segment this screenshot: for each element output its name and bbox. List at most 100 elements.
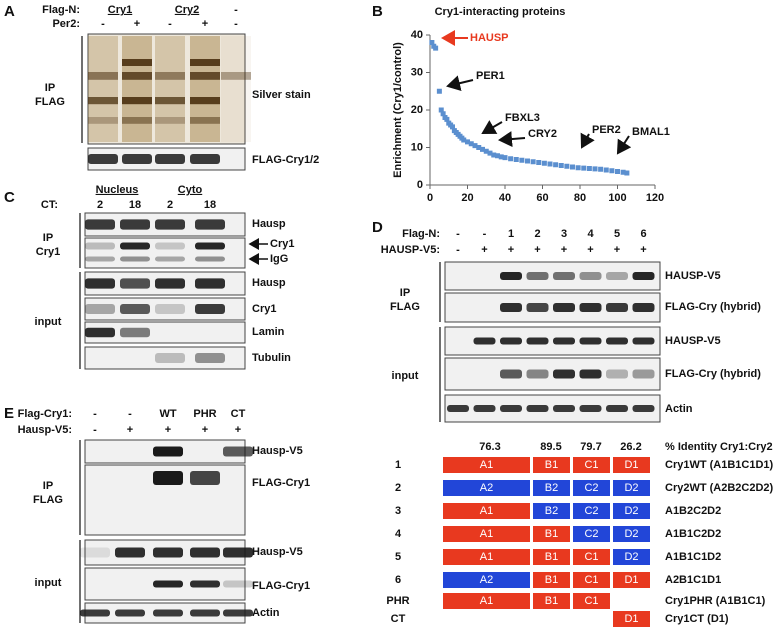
label: Cry2 <box>175 4 199 16</box>
point <box>444 116 450 122</box>
point <box>502 155 508 161</box>
domain-label: D1 <box>624 574 638 586</box>
band <box>155 256 185 262</box>
domain-block <box>533 503 570 519</box>
lane <box>190 36 220 142</box>
annotation-arrow <box>616 135 632 155</box>
label: - <box>93 424 97 436</box>
label: Cry1PHR (A1B1C1) <box>665 595 766 607</box>
domain-block <box>613 572 650 588</box>
band <box>190 117 220 124</box>
band <box>195 219 225 230</box>
band <box>88 72 118 80</box>
label: 18 <box>204 199 216 211</box>
band <box>606 272 628 280</box>
panel-letter: C <box>4 189 15 206</box>
band <box>155 242 185 250</box>
domain-label: B1 <box>545 595 558 607</box>
band <box>153 446 183 457</box>
band <box>153 609 183 617</box>
point <box>525 158 530 164</box>
blot <box>84 297 246 321</box>
domain-label: D1 <box>624 613 638 625</box>
domain-block <box>533 549 570 565</box>
band <box>553 405 575 412</box>
label: Hausp-V5 <box>252 546 303 558</box>
label: input <box>35 577 62 589</box>
label: 4 <box>587 228 594 240</box>
domain-block <box>533 526 570 542</box>
point <box>609 168 615 174</box>
label: HAUSP-V5: <box>381 244 440 256</box>
label: input <box>35 316 62 328</box>
panel-letter: D <box>372 219 383 236</box>
band <box>579 303 602 312</box>
label: 3 <box>395 505 401 517</box>
label: PHR <box>193 408 216 420</box>
label: CT <box>231 408 246 420</box>
band <box>120 304 150 314</box>
y-tick-label: 0 <box>417 179 423 191</box>
point <box>586 166 592 171</box>
domain-label: B1 <box>545 528 558 540</box>
domain-block <box>443 572 530 588</box>
chart-title: Cry1-interacting proteins <box>435 6 566 18</box>
band <box>221 72 251 80</box>
band <box>500 303 522 312</box>
point <box>581 165 587 171</box>
label: Flag-N: <box>402 228 440 240</box>
band <box>155 353 185 363</box>
label: + <box>202 18 208 30</box>
band <box>195 353 225 363</box>
label: Hausp <box>252 218 286 230</box>
band <box>606 405 628 412</box>
label: 2 <box>534 228 540 240</box>
band <box>155 72 185 80</box>
label: + <box>508 244 514 256</box>
band <box>195 242 225 250</box>
label: FLAG <box>33 494 63 506</box>
band <box>500 405 522 412</box>
point <box>530 159 536 165</box>
point <box>461 137 467 143</box>
band <box>88 117 118 124</box>
point <box>450 124 455 130</box>
domain-block <box>443 549 530 565</box>
domain-label: C1 <box>584 551 598 563</box>
annotation: HAUSP <box>470 32 509 44</box>
label: A1B2C2D2 <box>665 505 721 517</box>
point <box>541 160 547 166</box>
label: - <box>93 408 97 420</box>
point <box>624 170 630 176</box>
label: IgG <box>270 253 288 265</box>
band <box>553 272 575 280</box>
label: Lamin <box>252 326 285 338</box>
label: Actin <box>665 403 693 415</box>
domain-block <box>443 480 530 496</box>
point <box>440 111 446 117</box>
band <box>155 278 185 289</box>
label: 2 <box>395 482 401 494</box>
label: 18 <box>129 199 141 211</box>
label: - <box>101 18 105 30</box>
x-tick-label: 80 <box>574 192 586 204</box>
band <box>115 547 145 558</box>
x-tick-label: 40 <box>499 192 511 204</box>
annotation-arrow <box>481 120 503 135</box>
label: + <box>640 244 646 256</box>
label: FLAG-Cry1 <box>252 477 310 489</box>
domain-label: C2 <box>584 528 598 540</box>
band <box>190 72 220 80</box>
domain-label: B1 <box>545 459 558 471</box>
domain-label: A2 <box>480 574 493 586</box>
label: Silver stain <box>252 89 311 101</box>
band <box>115 609 145 617</box>
point <box>429 40 435 45</box>
point <box>564 163 570 169</box>
label: Cry1 <box>108 4 132 16</box>
domain-block <box>443 593 530 609</box>
point <box>547 161 553 167</box>
label: IP <box>400 287 410 299</box>
label: + <box>235 424 241 436</box>
